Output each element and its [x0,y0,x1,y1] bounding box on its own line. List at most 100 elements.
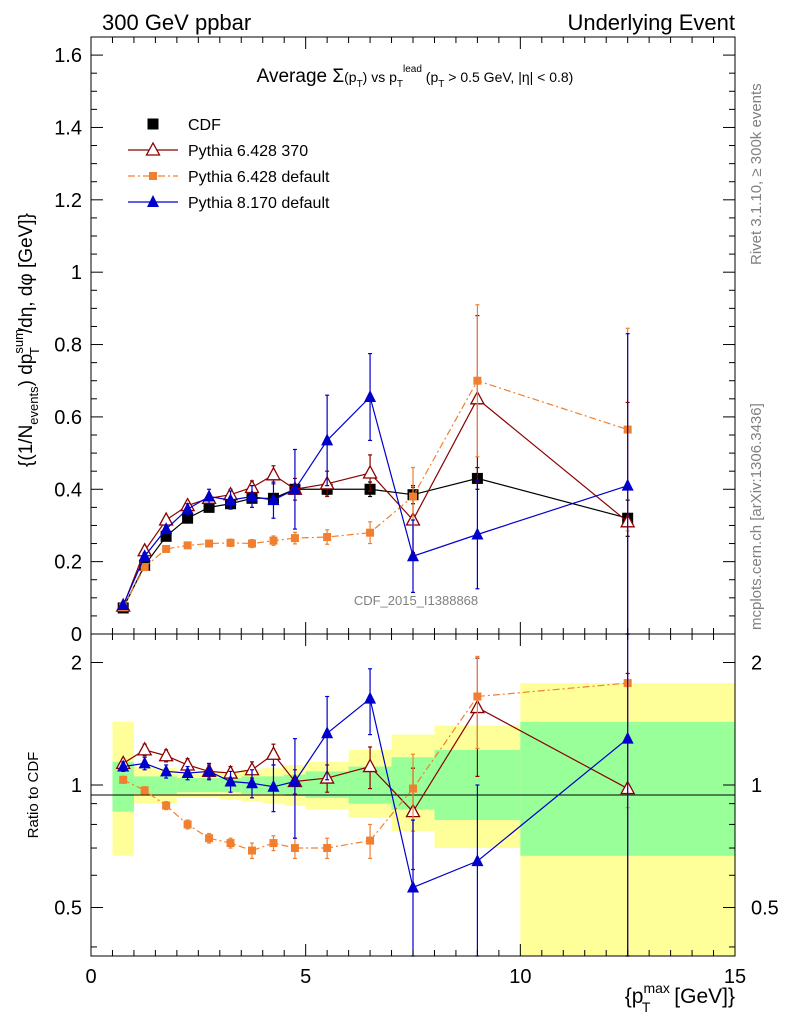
data-point [224,774,237,787]
legend-label: Pythia 6.428 default [188,169,330,186]
y-tick-label: 0 [71,624,82,646]
data-point [203,501,215,513]
data-point [473,692,482,701]
data-point [160,764,173,777]
data-point [183,820,192,829]
uncertainty-band-inner [133,776,156,795]
data-point [621,478,634,491]
main-series [115,304,636,635]
data-point [138,549,151,562]
data-point [181,502,194,515]
data-point [117,598,130,611]
y-tick-label: 0.6 [54,407,82,429]
series-line [122,395,628,606]
data-point [362,758,378,773]
series-0 [117,466,634,614]
x-tick-label: 0 [85,966,96,988]
data-point [183,541,192,550]
data-point [323,533,332,542]
ratio-ylabel: Ratio to CDF [25,752,42,839]
rivet-note: Rivet 3.1.10, ≥ 300k events [748,83,765,265]
data-point [473,376,482,385]
data-point [203,489,216,502]
data-point [160,522,173,535]
data-point [409,784,417,793]
y-tick-label: 0.5 [54,897,82,919]
uncertainty-band-inner [112,761,134,812]
y-tick-label: 1 [71,262,82,284]
legend-entry: Pythia 8.170 default [128,195,330,212]
y-tick-label: 2 [71,653,82,675]
data-point [364,390,377,403]
data-point [269,839,278,848]
y-tick-label: 0.8 [54,335,82,357]
data-point [407,880,419,893]
main-ticks: 0 0.2 0.4 0.6 0.8 1 1.2 1.4 1.6 [54,37,736,646]
data-point [182,512,194,524]
y-tick-label: 1 [71,775,82,797]
data-point [138,756,151,769]
data-point [269,536,278,545]
data-point [248,539,256,548]
uncertainty-band-inner [176,778,199,793]
data-point [203,764,216,777]
data-point [409,492,417,501]
legend-entry: Pythia 6.428 370 [128,141,308,160]
analysis-watermark: CDF_2015_I1388868 [354,593,478,608]
legend-entry: CDF [147,117,221,134]
data-point [224,493,237,506]
legend-entry: Pythia 6.428 default [128,169,330,186]
ratio-xlabel: {pmax T [GeV]} [625,980,735,1015]
data-point [362,464,378,479]
y-tick-label: 1.4 [54,117,82,139]
data-point [205,539,214,548]
legend: CDF Pythia 6.428 370 Pythia 6.428 default P… [128,117,330,212]
uncertainty-band-inner [198,778,220,793]
data-point [226,839,235,848]
main-panel: 0 0.2 0.4 0.6 0.8 1 1.2 1.4 1.6 Average Σ(pT) vs… [11,36,736,646]
data-point [246,776,258,789]
data-point [471,854,484,867]
data-point [205,834,214,843]
uncertainty-band-inner [155,776,177,795]
data-point [267,779,280,792]
y-tick-label-right: 1 [751,775,762,797]
y-tick-label: 1.2 [54,190,82,212]
data-point [162,544,171,553]
ratio-series [115,633,636,957]
data-point [290,534,299,543]
series-3 [117,333,634,635]
data-point [140,786,149,795]
legend-marker [147,118,159,130]
data-point [246,489,258,502]
x-tick-label: 5 [300,966,311,988]
ratio-ticks: 0 5 10 15 0.5 0.5 1 1 2 2 [54,634,779,988]
data-point [119,775,128,784]
data-point [160,530,172,542]
legend-label: Pythia 8.170 default [188,195,330,212]
data-point [288,774,301,787]
data-point [117,759,130,772]
header-right: Underlying Event [567,10,735,35]
series-1 [115,315,636,635]
y-tick-label: 1.6 [54,45,82,67]
data-point [265,466,282,481]
data-point [267,493,280,506]
data-point [137,741,153,756]
data-point [366,528,375,537]
data-point [226,538,235,547]
legend-marker [147,195,159,207]
data-point [288,482,301,495]
y-tick-label: 0.4 [54,479,82,501]
legend-marker [145,141,161,156]
data-point [321,726,334,739]
data-point [407,549,419,562]
data-point [158,747,174,762]
series-2 [117,633,634,957]
data-point [471,527,484,540]
data-point [181,766,194,779]
data-point [248,846,256,855]
ratio-bands [112,683,735,956]
data-point [364,691,377,704]
